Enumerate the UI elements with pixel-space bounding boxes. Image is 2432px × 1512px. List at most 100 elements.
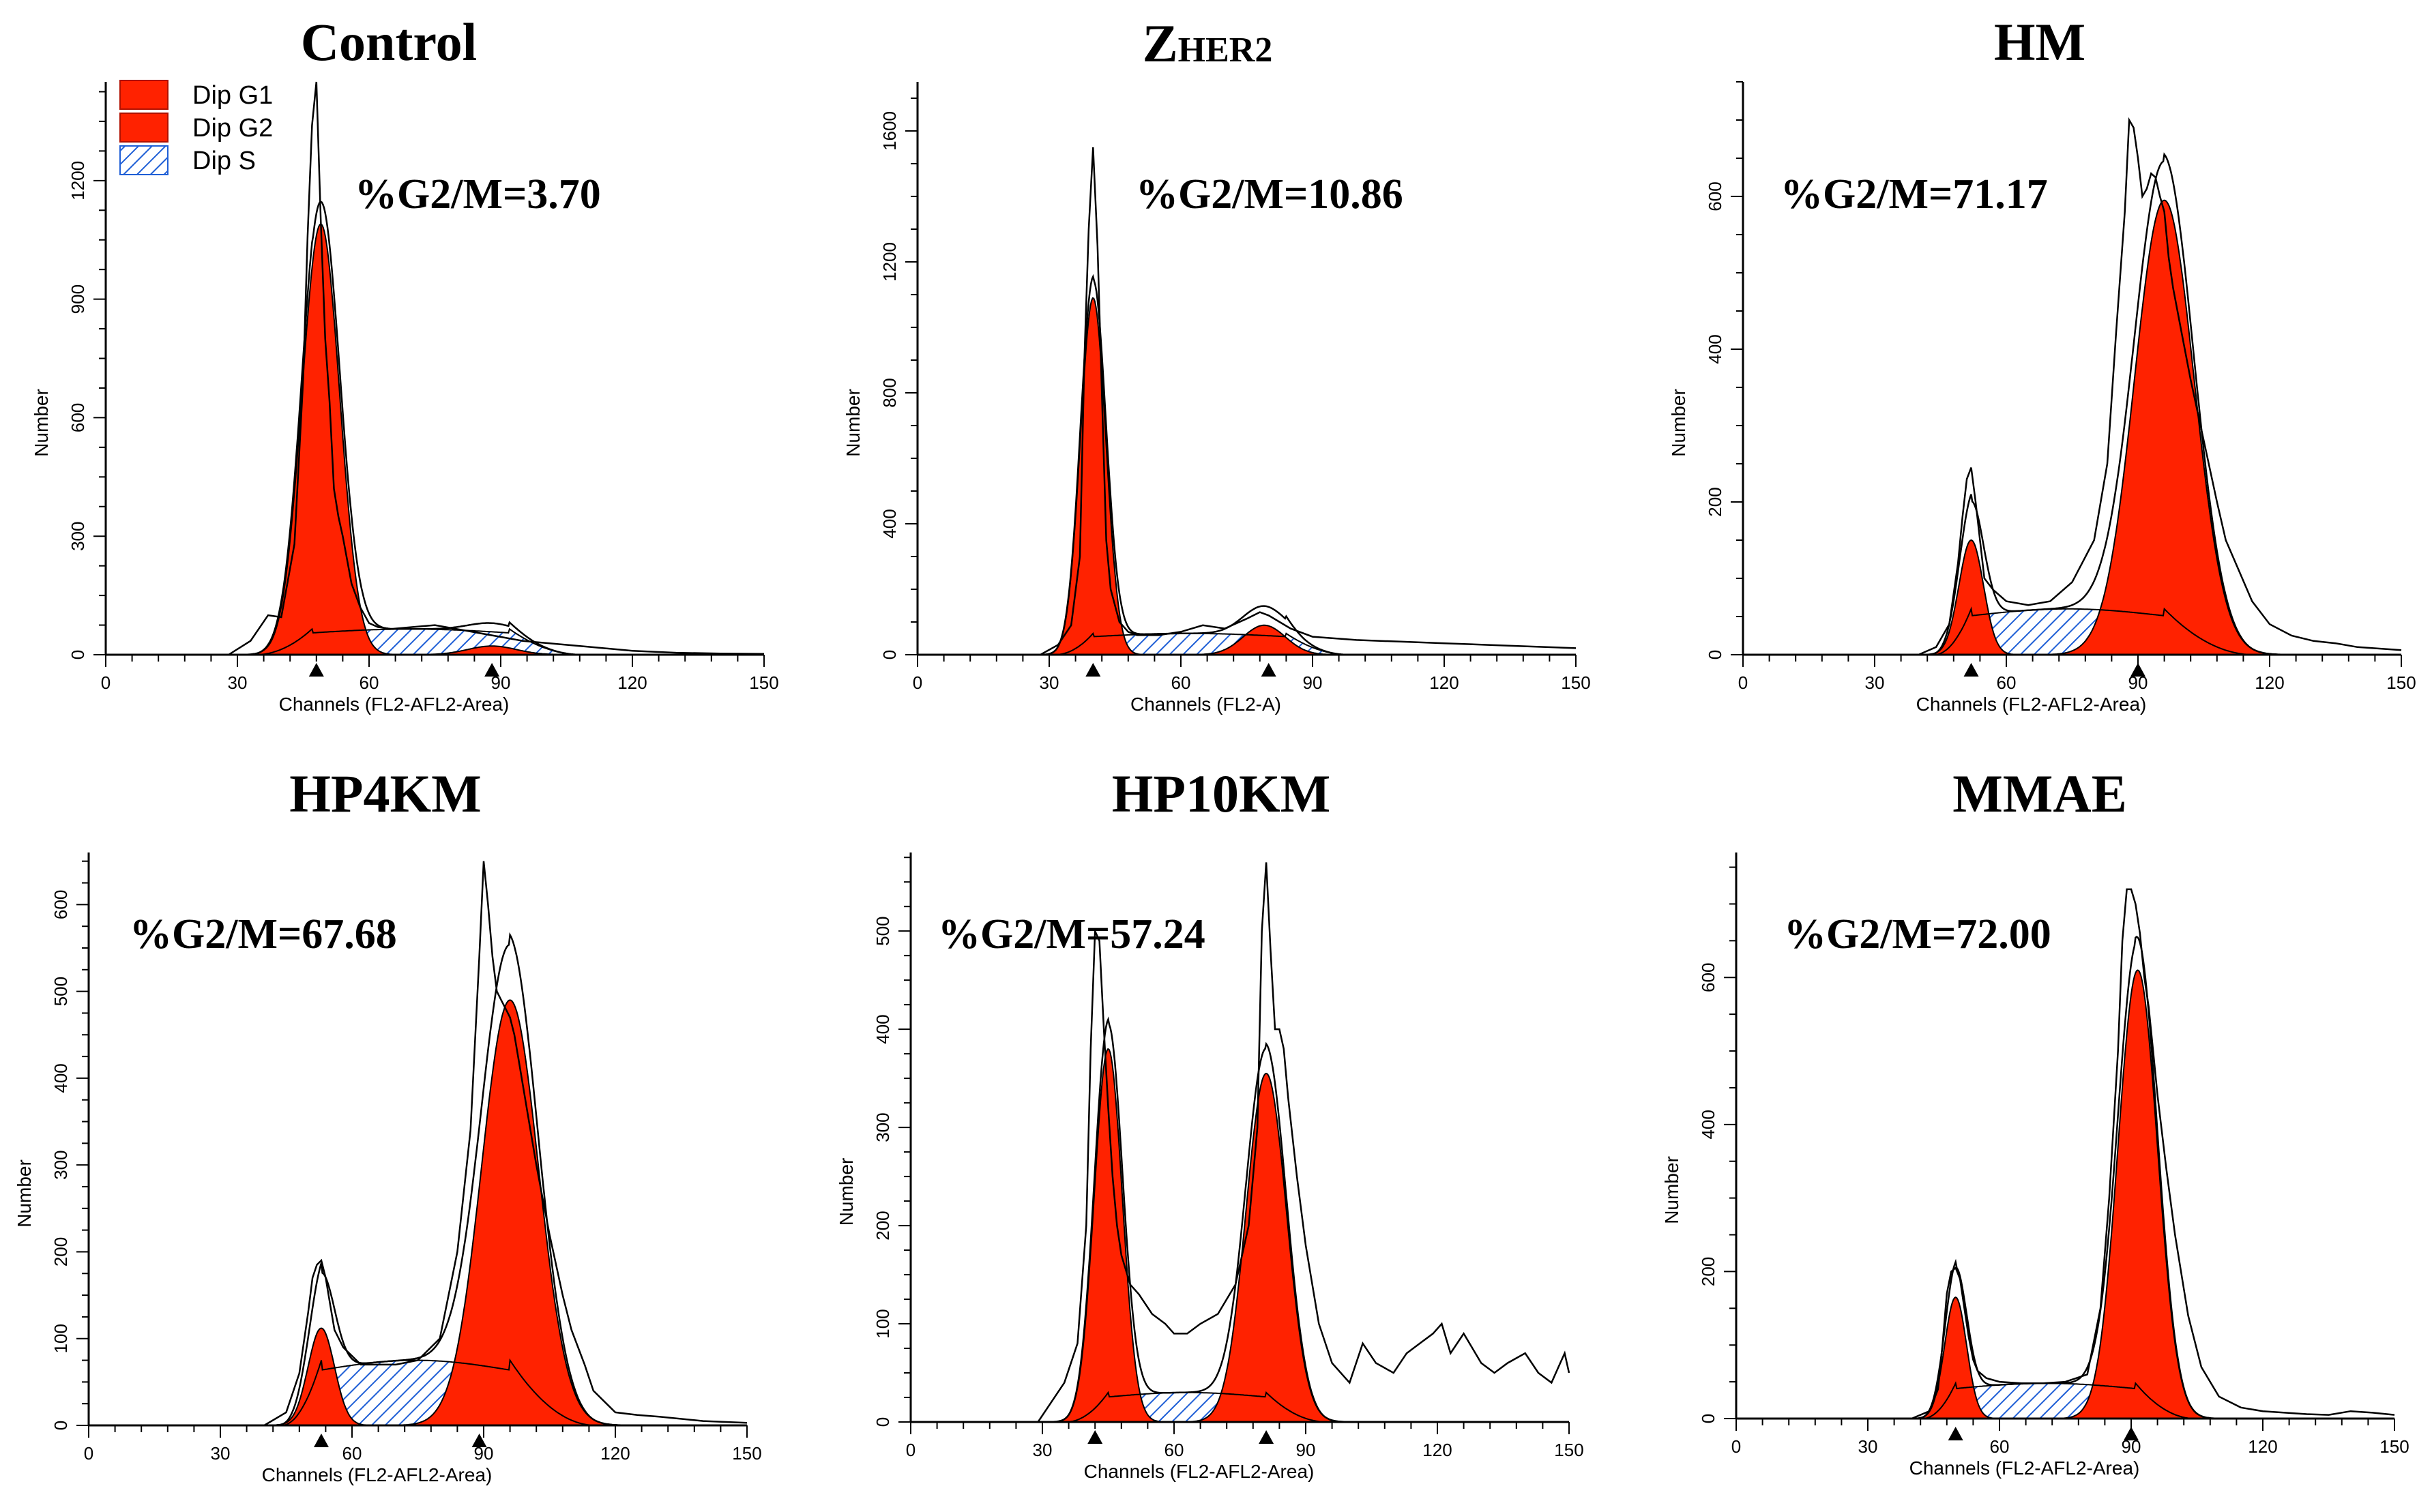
y-tick-label: 500 — [873, 916, 893, 945]
histogram-line — [263, 861, 748, 1427]
y-tick-label: 500 — [50, 977, 71, 1006]
y-tick-label: 0 — [1705, 650, 1725, 659]
peak-marker — [471, 1434, 487, 1447]
y-tick-label: 1600 — [879, 111, 900, 151]
y-tick-label: 400 — [1705, 334, 1725, 364]
panel-title: HP4KM — [289, 764, 482, 823]
x-tick-label: 30 — [1865, 672, 1885, 693]
model-fit-line — [1743, 152, 2401, 656]
x-tick-label: 0 — [84, 1443, 93, 1464]
panel-title: ZHER2 — [1143, 14, 1273, 73]
dip-g1-peak — [1041, 297, 1145, 655]
dip-g2-peak — [2057, 969, 2218, 1419]
y-tick-label: 400 — [50, 1063, 71, 1093]
dip-g2-peak — [1184, 1072, 1349, 1423]
x-tick-label: 60 — [360, 672, 379, 693]
x-axis-label: Channels (FL2-AFL2-Area) — [1909, 1457, 2140, 1479]
x-tick-label: 150 — [2379, 1436, 2409, 1457]
peak-marker — [484, 663, 500, 677]
x-tick-label: 0 — [1731, 1436, 1741, 1457]
g2m-percentage: %G2/M=57.24 — [938, 911, 1205, 958]
y-tick-label: 0 — [50, 1421, 71, 1430]
peak-marker — [308, 663, 324, 677]
y-tick-label: 600 — [68, 403, 88, 432]
x-tick-label: 30 — [228, 672, 248, 693]
peak-marker — [1261, 663, 1276, 677]
y-tick-label: 600 — [50, 890, 71, 919]
x-tick-label: 0 — [913, 672, 922, 693]
y-tick-label: 200 — [1698, 1257, 1718, 1286]
histogram-line — [1911, 888, 2395, 1420]
x-tick-label: 0 — [101, 672, 111, 693]
g2m-percentage: %G2/M=72.00 — [1784, 911, 2051, 958]
x-tick-label: 30 — [1033, 1440, 1053, 1460]
y-tick-label: 200 — [873, 1211, 893, 1240]
model-fit-line — [89, 932, 747, 1427]
dip-g2-peak — [2044, 199, 2284, 655]
x-tick-label: 150 — [1561, 672, 1590, 693]
peak-marker — [1963, 663, 1979, 677]
g2m-percentage: %G2/M=3.70 — [355, 171, 601, 218]
x-tick-label: 90 — [1303, 672, 1323, 693]
x-axis-label: Channels (FL2-AFL2-Area) — [1084, 1461, 1315, 1482]
legend-label-dip-g2: Dip G2 — [192, 114, 273, 143]
x-tick-label: 30 — [1858, 1436, 1878, 1457]
peak-marker — [1087, 1430, 1103, 1444]
y-tick-label: 100 — [873, 1309, 893, 1338]
x-tick-label: 150 — [749, 672, 778, 693]
model-fit-line — [106, 201, 764, 656]
panel-title: Control — [301, 12, 478, 72]
y-tick-label: 900 — [68, 284, 88, 314]
legend-swatch-dip-s — [119, 145, 169, 175]
g2m-percentage: %G2/M=71.17 — [1781, 171, 2048, 218]
y-tick-label: 300 — [50, 1150, 71, 1179]
x-tick-label: 120 — [617, 672, 647, 693]
x-tick-label: 90 — [1296, 1440, 1316, 1460]
y-tick-label: 200 — [50, 1237, 71, 1266]
x-axis-label: Channels (FL2-AFL2-Area) — [1916, 694, 2147, 715]
y-tick-label: 300 — [68, 522, 88, 551]
panel-zher2: ZHER2 0 30 60 90 120 150 0 400 800 1200 1600 Channel… — [843, 14, 1591, 715]
x-tick-label: 60 — [1171, 672, 1191, 693]
x-tick-label: 120 — [2248, 1436, 2277, 1457]
x-tick-label: 0 — [1738, 672, 1748, 693]
y-axis-label: Number — [1668, 389, 1689, 457]
peak-marker — [2124, 1427, 2139, 1440]
x-tick-label: 150 — [732, 1443, 761, 1464]
peak-marker — [1085, 663, 1101, 677]
dip-s-area — [89, 1360, 747, 1425]
peak-marker — [1259, 1430, 1274, 1444]
histogram-line — [1918, 117, 2402, 656]
x-tick-label: 150 — [1554, 1440, 1583, 1460]
peak-marker — [313, 1434, 329, 1447]
y-tick-label: 800 — [879, 378, 900, 407]
histogram-line — [1040, 147, 1577, 656]
x-tick-label: 120 — [2255, 672, 2284, 693]
y-tick-label: 300 — [873, 1112, 893, 1142]
model-fit-line — [1736, 936, 2394, 1420]
x-tick-label: 120 — [600, 1443, 630, 1464]
g2m-percentage: %G2/M=10.86 — [1136, 171, 1403, 218]
x-axis-label: Channels (FL2-AFL2-Area) — [279, 694, 510, 715]
panel-title: HM — [1994, 12, 2085, 72]
legend: Dip G1 Dip G2 Dip S — [119, 80, 273, 175]
y-tick-label: 400 — [879, 509, 900, 538]
peak-marker — [2130, 663, 2145, 677]
panel-hp10km: HP10KM 0 30 60 90 120 150 0 100 200 300 400 500 Chann… — [836, 764, 1584, 1482]
y-tick-label: 0 — [873, 1417, 893, 1427]
legend-swatch-dip-g2 — [119, 113, 169, 143]
dip-s-area — [1743, 608, 2401, 655]
panel-title: HP10KM — [1112, 764, 1331, 823]
legend-swatch-dip-g1 — [119, 80, 169, 110]
y-axis-label: Number — [14, 1159, 35, 1228]
x-tick-label: 60 — [342, 1443, 362, 1464]
x-tick-label: 30 — [211, 1443, 231, 1464]
x-tick-label: 120 — [1422, 1440, 1452, 1460]
peak-marker — [1948, 1427, 1963, 1440]
x-tick-label: 0 — [906, 1440, 915, 1460]
histogram-line — [1037, 862, 1570, 1423]
